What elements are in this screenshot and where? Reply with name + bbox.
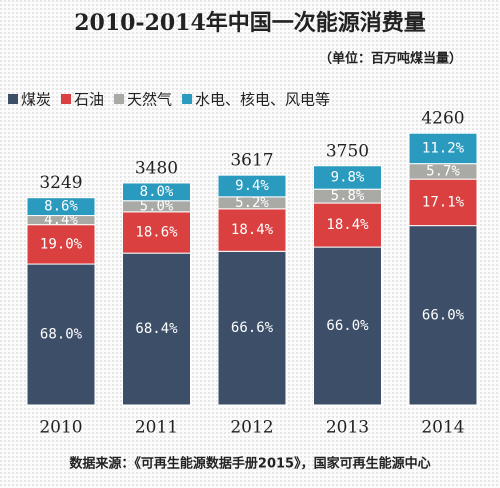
legend-label: 水电、核电、风电等: [195, 91, 330, 109]
segment-label: 66.0%: [422, 307, 465, 323]
segment-label: 5.0%: [140, 198, 174, 214]
segment-label: 68.0%: [40, 327, 83, 343]
segment-label: 68.4%: [135, 321, 178, 337]
bar-segment: [408, 132, 478, 165]
bar-segment: [26, 263, 96, 406]
segment-label: 5.2%: [235, 195, 269, 211]
segment-label: 66.0%: [326, 318, 369, 334]
segment-label: 18.4%: [326, 217, 369, 233]
legend-label: 煤炭: [21, 91, 51, 109]
x-tick-label: 2013: [326, 418, 369, 438]
bar-segment: [217, 208, 287, 252]
segment-label: 8.6%: [44, 199, 78, 215]
total-label: 4260: [421, 109, 464, 129]
chart-subtitle: （单位：百万吨煤当量）: [319, 51, 462, 67]
source-note: 数据来源：《可再生能源数据手册2015》，国家可再生能源中心: [69, 456, 430, 472]
bar-segment: [26, 197, 96, 217]
segment-label: 9.8%: [331, 169, 365, 185]
segment-label: 18.6%: [135, 224, 178, 240]
segment-label: 4.4%: [44, 212, 78, 228]
segment-label: 11.2%: [422, 140, 465, 156]
bar-segment: [217, 174, 287, 198]
x-tick-label: 2011: [135, 418, 178, 438]
bar-segment: [313, 165, 382, 190]
segment-label: 66.6%: [231, 320, 274, 336]
segment-label: 8.0%: [140, 184, 174, 200]
bar-segment: [122, 182, 191, 202]
x-tick-label: 2014: [421, 418, 464, 438]
segment-label: 19.0%: [40, 236, 83, 252]
x-tick-label: 2010: [39, 418, 82, 438]
bar-segment: [408, 178, 478, 227]
bar-segment: [408, 225, 478, 406]
legend-swatch: [114, 94, 125, 104]
segment-label: 9.4%: [235, 178, 269, 194]
total-label: 3750: [326, 141, 369, 161]
legend-swatch: [8, 94, 18, 104]
segment-label: 17.1%: [422, 194, 465, 210]
segment-label: 5.7%: [426, 163, 460, 179]
legend-swatch: [61, 94, 72, 104]
legend-swatch: [182, 94, 193, 104]
chart-title: 2010-2014年中国一次能源消费量: [74, 10, 426, 36]
x-tick-label: 2012: [230, 418, 273, 438]
legend-label: 天然气: [127, 91, 172, 109]
total-label: 3480: [135, 158, 178, 178]
legend-label: 石油: [74, 91, 104, 109]
total-label: 3249: [39, 173, 82, 193]
segment-label: 18.4%: [231, 222, 274, 238]
bar-segment: [313, 246, 382, 406]
bar-segment: [217, 250, 287, 406]
total-label: 3617: [230, 151, 273, 171]
segment-label: 5.8%: [331, 188, 365, 204]
